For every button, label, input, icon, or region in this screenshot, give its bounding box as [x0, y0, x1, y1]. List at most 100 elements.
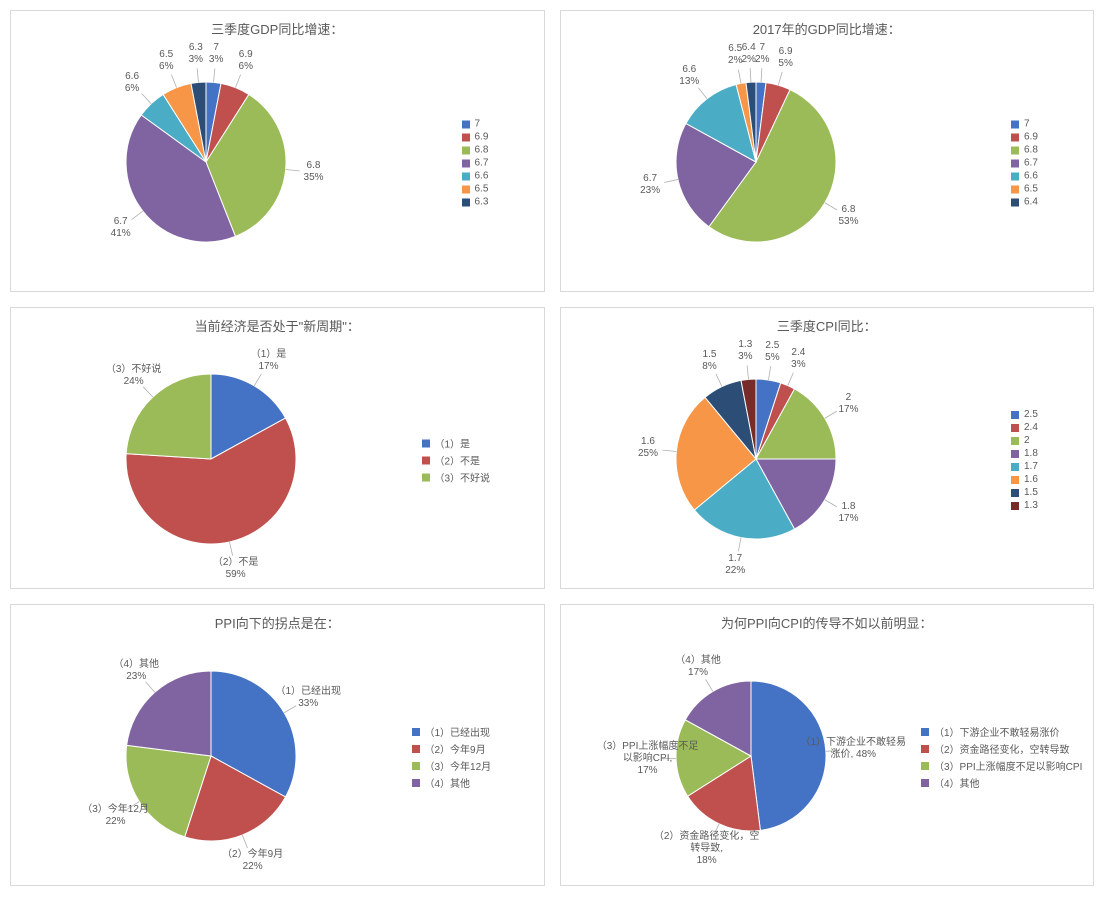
slice-label: 2.55%	[765, 340, 779, 364]
legend-swatch	[1011, 120, 1019, 128]
legend: （1）是 （2）不是 （3）不好说	[422, 434, 532, 487]
legend-label: 1.5	[1024, 487, 1038, 498]
legend: （1）下游企业不敢轻易涨价（2）资金路径变化，空转导致（3）PPI上涨幅度不足以…	[921, 722, 1081, 792]
legend-swatch	[462, 172, 470, 180]
slice-label: （4）其他17%	[675, 655, 721, 679]
slice-label: 217%	[838, 392, 858, 416]
legend-swatch	[462, 198, 470, 206]
chart-card-0: 三季度GDP同比增速：73%6.96%6.835%6.741%6.66%6.56…	[10, 10, 545, 292]
slice-label: 6.723%	[640, 173, 660, 197]
legend-item: 6.8	[462, 145, 532, 156]
slice-label: 6.66%	[125, 71, 139, 95]
legend-label: （3）不好说	[435, 470, 491, 485]
pie-svg	[71, 319, 351, 590]
chart-card-4: PPI向下的拐点是在：（1）已经出现33%（2）今年9月22%（3）今年12月2…	[10, 604, 545, 886]
legend-item: 6.6	[462, 171, 532, 182]
legend-label: 6.5	[475, 184, 489, 195]
slice-label: （4）其他23%	[113, 659, 159, 683]
legend-label: 6.5	[1024, 184, 1038, 195]
slice-label: （3）今年12月22%	[82, 804, 149, 828]
legend-swatch	[1011, 172, 1019, 180]
legend-label: （1）是	[435, 436, 471, 451]
legend-label: 1.7	[1024, 461, 1038, 472]
legend-label: （4）其他	[425, 775, 471, 790]
legend-swatch	[462, 120, 470, 128]
legend-swatch	[462, 146, 470, 154]
legend-swatch	[1011, 424, 1019, 432]
slice-label: 6.56%	[159, 49, 173, 73]
legend-item: 6.6	[1011, 171, 1081, 182]
legend: 2.52.421.81.71.61.51.3	[1011, 407, 1081, 513]
slice-label: 6.95%	[778, 46, 792, 70]
legend-item: 6.3	[462, 197, 532, 208]
legend-item: （2）不是	[422, 453, 532, 468]
chart-card-3: 三季度CPI同比：2.55%2.43%217%1.817%1.722%1.625…	[560, 307, 1095, 589]
legend-label: 6.4	[1024, 197, 1038, 208]
legend-swatch	[1011, 411, 1019, 419]
legend-label: （3）PPI上涨幅度不足以影响CPI	[934, 758, 1082, 773]
legend-swatch	[1011, 185, 1019, 193]
legend-item: （4）其他	[921, 775, 1081, 790]
legend-item: 6.9	[462, 132, 532, 143]
pie-svg	[621, 324, 891, 590]
slice-label: 6.741%	[111, 216, 131, 240]
legend-item: （1）已经出现	[412, 724, 532, 739]
legend-swatch	[1011, 159, 1019, 167]
legend-swatch	[422, 439, 430, 447]
legend-label: 2	[1024, 435, 1030, 446]
legend: 7 6.9 6.8 6.7 6.6 6.5 6.3	[462, 117, 532, 210]
legend-swatch	[1011, 463, 1019, 471]
legend-label: 7	[475, 119, 481, 130]
legend-label: （3）今年12月	[425, 758, 492, 773]
slice-label: 6.52%	[728, 43, 742, 67]
chart-card-2: 当前经济是否处于"新周期"：（1）是17%（2）不是59%（3）不好说24%（1…	[10, 307, 545, 589]
legend-swatch	[412, 728, 420, 736]
slice-label: 1.722%	[725, 553, 745, 577]
slice-label: （2）今年9月22%	[222, 849, 283, 873]
legend-swatch	[921, 762, 929, 770]
legend-label: 6.6	[1024, 171, 1038, 182]
slice-label: 6.613%	[679, 64, 699, 88]
pie-svg	[621, 27, 891, 293]
legend-item: 6.7	[462, 158, 532, 169]
slice-label: 1.817%	[838, 501, 858, 525]
chart-body: 73%6.96%6.835%6.741%6.66%6.56%6.33%76.96…	[11, 38, 544, 288]
legend-item: 1.5	[1011, 487, 1081, 498]
chart-card-5: 为何PPI向CPI的传导不如以前明显：（1）下游企业不敢轻易涨价, 48%（2）…	[560, 604, 1095, 886]
slice-label: （1）是17%	[251, 349, 287, 373]
legend-label: 1.8	[1024, 448, 1038, 459]
legend-label: （2）不是	[435, 453, 481, 468]
legend-swatch	[422, 473, 430, 481]
slice-label: 1.625%	[638, 436, 658, 460]
legend-swatch	[1011, 489, 1019, 497]
legend: 76.96.86.76.66.56.4	[1011, 117, 1081, 210]
slice-label: （3）不好说24%	[106, 364, 162, 388]
legend-swatch	[412, 745, 420, 753]
slice-label: （2）资金路径变化，空转导致,18%	[654, 831, 760, 867]
legend-item: 1.8	[1011, 448, 1081, 459]
pie-slice	[127, 671, 211, 756]
legend-label: 6.7	[1024, 158, 1038, 169]
legend-item: 2	[1011, 435, 1081, 446]
legend-item: （2）资金路径变化，空转导致	[921, 741, 1081, 756]
legend-label: 6.3	[475, 197, 489, 208]
legend-label: 6.7	[475, 158, 489, 169]
legend-item: （1）是	[422, 436, 532, 451]
slice-label: 73%	[209, 42, 223, 66]
legend-swatch	[1011, 198, 1019, 206]
legend-swatch	[1011, 502, 1019, 510]
legend-label: （4）其他	[934, 775, 980, 790]
slice-label: 6.96%	[239, 49, 253, 73]
legend-swatch	[1011, 146, 1019, 154]
legend-item: 6.8	[1011, 145, 1081, 156]
chart-card-1: 2017年的GDP同比增速：72%6.95%6.853%6.723%6.613%…	[560, 10, 1095, 292]
chart-body: （1）已经出现33%（2）今年9月22%（3）今年12月22%（4）其他23%（…	[11, 632, 544, 882]
legend-swatch	[921, 779, 929, 787]
legend-item: 1.3	[1011, 500, 1081, 511]
legend-item: 6.5	[1011, 184, 1081, 195]
slice-label: 72%	[755, 42, 769, 66]
legend: （1）已经出现（2）今年9月（3）今年12月（4）其他	[412, 722, 532, 792]
legend-item: 6.5	[462, 184, 532, 195]
legend-swatch	[412, 779, 420, 787]
legend-swatch	[422, 456, 430, 464]
